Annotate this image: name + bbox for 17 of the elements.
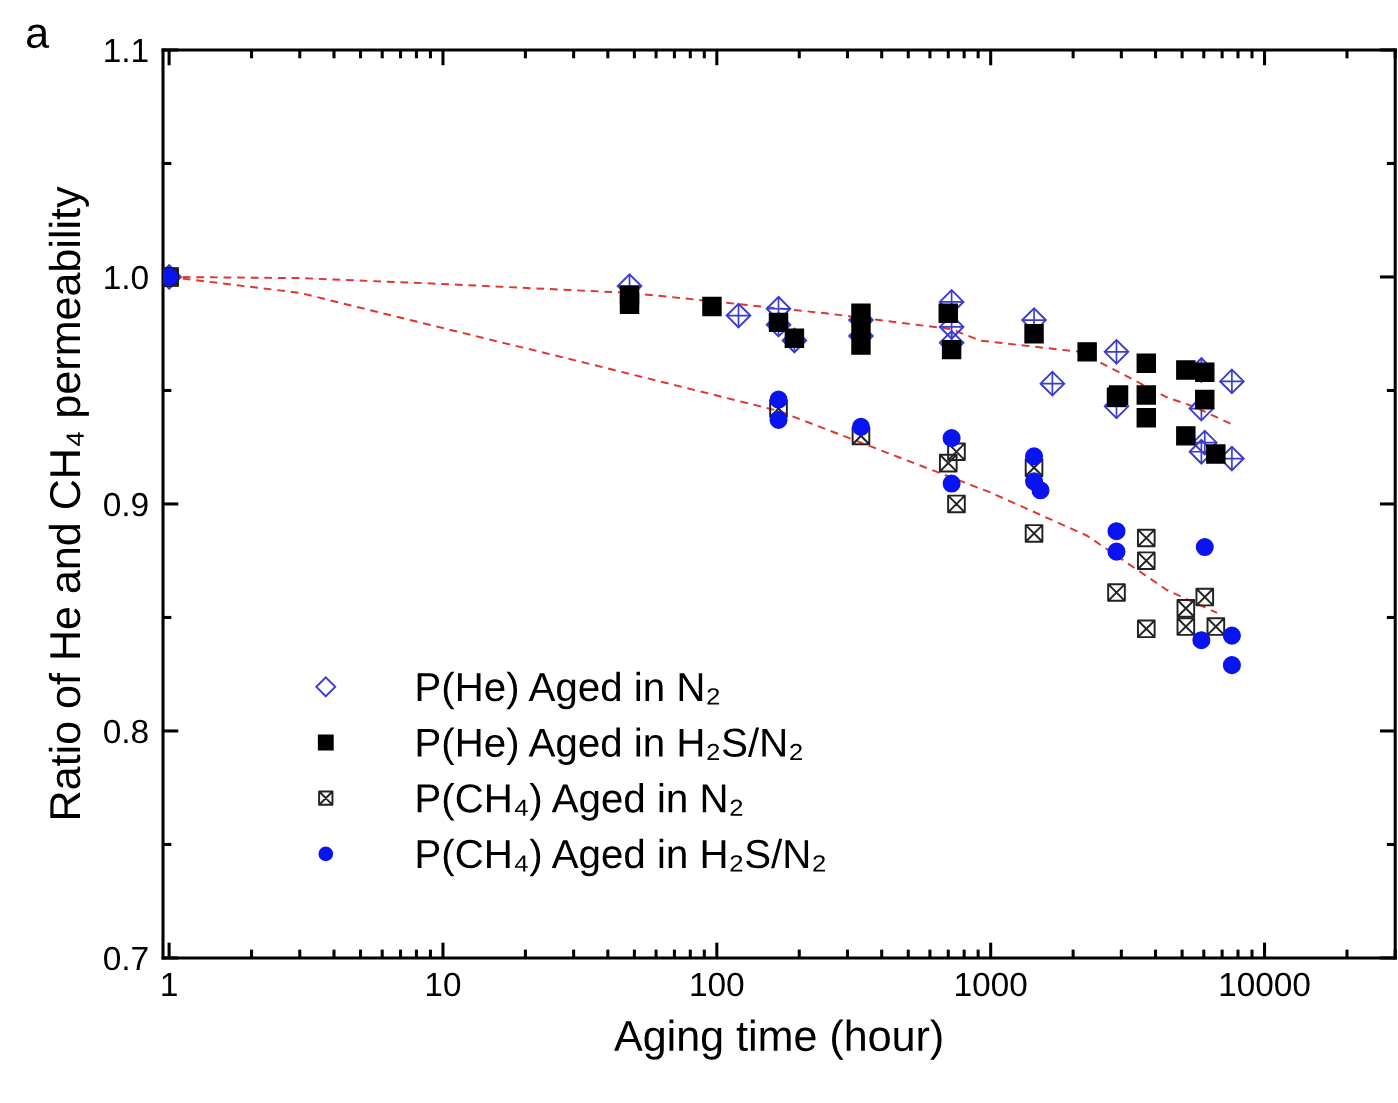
y-tick-label: 0.7 bbox=[104, 946, 148, 971]
legend-label: P(CH₄) Aged in H₂S/N₂ bbox=[417, 838, 825, 877]
legend-label: P(He) Aged in H₂S/N₂ bbox=[417, 727, 802, 765]
legend-label: P(CH₄) Aged in N₂ bbox=[417, 783, 743, 821]
x-tick-label: 10000 bbox=[1220, 972, 1310, 997]
y-tick-label: 1.0 bbox=[105, 265, 148, 290]
x-tick-label: 10 bbox=[426, 972, 461, 997]
x-tick-label: 1 bbox=[162, 973, 177, 996]
y-axis-title: Ratio of He and CH₄ permeability bbox=[48, 186, 89, 818]
text: a bbox=[26, 24, 50, 49]
y-tick-label: 0.8 bbox=[104, 719, 148, 744]
x-tick-label: 100 bbox=[691, 972, 744, 997]
x-axis-title: Aging time (hour) bbox=[614, 1019, 942, 1060]
y-tick-label: 1.1 bbox=[105, 39, 148, 63]
legend-label: P(He) Aged in N₂ bbox=[417, 671, 720, 710]
y-tick-label: 0.9 bbox=[104, 492, 148, 517]
x-tick-label: 1000 bbox=[956, 972, 1027, 997]
